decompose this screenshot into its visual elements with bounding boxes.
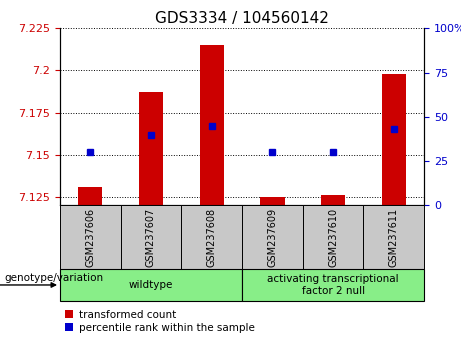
Bar	[260, 197, 284, 205]
Text: GSM237610: GSM237610	[328, 207, 338, 267]
Text: GSM237606: GSM237606	[85, 207, 95, 267]
Bar	[321, 195, 345, 205]
Text: GSM237611: GSM237611	[389, 207, 399, 267]
Bar	[242, 269, 424, 301]
Bar	[382, 74, 406, 205]
Legend: transformed count, percentile rank within the sample: transformed count, percentile rank withi…	[65, 310, 254, 333]
Text: GSM237609: GSM237609	[267, 207, 278, 267]
Bar	[303, 205, 363, 269]
Bar	[60, 269, 242, 301]
Title: GDS3334 / 104560142: GDS3334 / 104560142	[155, 11, 329, 26]
Bar	[363, 205, 424, 269]
Bar	[78, 187, 102, 205]
Text: GSM237607: GSM237607	[146, 207, 156, 267]
Bar	[139, 92, 163, 205]
Text: GSM237608: GSM237608	[207, 207, 217, 267]
Text: genotype/variation: genotype/variation	[5, 273, 104, 283]
Text: activating transcriptional
factor 2 null: activating transcriptional factor 2 null	[267, 274, 399, 296]
Bar	[200, 45, 224, 205]
Bar	[60, 205, 121, 269]
Bar	[242, 205, 303, 269]
Text: wildtype: wildtype	[129, 280, 173, 290]
Bar	[121, 205, 181, 269]
Bar	[181, 205, 242, 269]
